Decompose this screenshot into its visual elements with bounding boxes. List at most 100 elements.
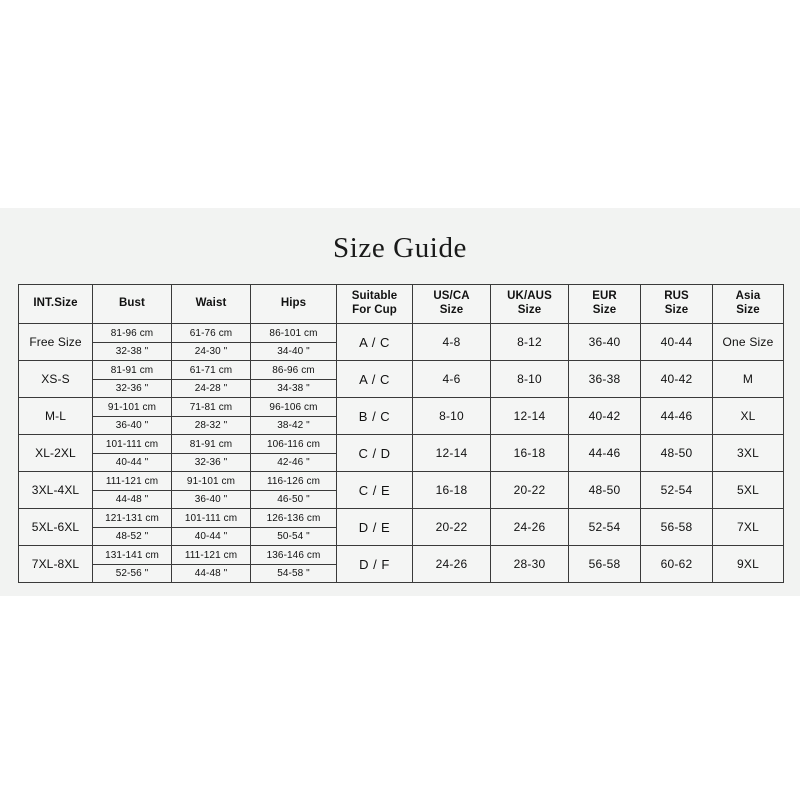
cell-usca: 12-14	[412, 434, 491, 472]
header-eur-line1: EUR	[592, 290, 617, 303]
header-usca-size: US/CA Size	[412, 284, 491, 324]
cell-rus: 56-58	[640, 508, 713, 546]
cell-asia: XL	[712, 397, 784, 435]
cell-bust-inch: 32-38 "	[115, 345, 149, 357]
cell-eur: 52-54	[568, 508, 641, 546]
cell-bust-cm: 121-131 cm	[93, 510, 171, 528]
header-eur-line2: Size	[592, 304, 617, 316]
header-rus-line2: Size	[664, 304, 689, 316]
size-guide-table: INT.Size Bust Waist Hips Suitable For Cu…	[18, 284, 784, 583]
header-bust: Bust	[92, 284, 172, 324]
cell-bust-cm: 91-101 cm	[93, 399, 171, 417]
cell-rus: 44-46	[640, 397, 713, 435]
cell-waist: 91-101 cm 36-40 "	[171, 471, 251, 509]
header-asia-line2: Size	[736, 304, 760, 316]
cell-eur: 44-46	[568, 434, 641, 472]
cell-eur: 36-40	[568, 323, 641, 361]
header-waist: Waist	[171, 284, 251, 324]
table-row: XL-2XL 101-111 cm 40-44 " 81-91 cm 32-36…	[18, 434, 784, 472]
cell-bust: 101-111 cm 40-44 "	[92, 434, 172, 472]
cell-usca: 8-10	[412, 397, 491, 435]
cell-ukaus: 12-14	[490, 397, 569, 435]
cell-asia: 5XL	[712, 471, 784, 509]
cell-ukaus: 8-10	[490, 360, 569, 398]
cell-hips: 106-116 cm 42-46 "	[250, 434, 337, 472]
cell-waist: 81-91 cm 32-36 "	[171, 434, 251, 472]
cell-bust: 81-91 cm 32-36 "	[92, 360, 172, 398]
header-asia-size: Asia Size	[712, 284, 784, 324]
cell-rus: 48-50	[640, 434, 713, 472]
cell-hips-cm: 116-126 cm	[251, 473, 336, 491]
cell-asia: 7XL	[712, 508, 784, 546]
cell-bust: 121-131 cm 48-52 "	[92, 508, 172, 546]
cell-hips-cm: 86-101 cm	[251, 325, 336, 343]
cell-ukaus: 8-12	[490, 323, 569, 361]
header-usca-line1: US/CA	[433, 290, 470, 303]
cell-asia: 9XL	[712, 545, 784, 583]
header-row: INT.Size Bust Waist Hips Suitable For Cu…	[18, 284, 784, 324]
cell-hips: 116-126 cm 46-50 "	[250, 471, 337, 509]
cell-hips: 86-96 cm 34-38 "	[250, 360, 337, 398]
cell-waist-cm: 91-101 cm	[172, 473, 250, 491]
cell-ukaus: 16-18	[490, 434, 569, 472]
table-row: M-L 91-101 cm 36-40 " 71-81 cm 28-32 " 9…	[18, 397, 784, 435]
cell-rus: 40-42	[640, 360, 713, 398]
cell-asia: 3XL	[712, 434, 784, 472]
cell-bust-cm: 81-96 cm	[93, 325, 171, 343]
cell-hips-inch: 34-38 "	[277, 382, 310, 394]
header-rus-size: RUS Size	[640, 284, 713, 324]
cell-hips-cm: 106-116 cm	[251, 436, 336, 454]
table-row: Free Size 81-96 cm 32-38 " 61-76 cm 24-3…	[18, 323, 784, 361]
table-row: 5XL-6XL 121-131 cm 48-52 " 101-111 cm 40…	[18, 508, 784, 546]
cell-cup: A / C	[336, 360, 413, 398]
cell-waist-inch: 36-40 "	[194, 493, 228, 505]
cell-waist-inch: 32-36 "	[194, 456, 228, 468]
cell-waist-inch: 40-44 "	[194, 530, 228, 542]
cell-waist-cm: 61-71 cm	[172, 362, 250, 380]
size-guide-table-container: INT.Size Bust Waist Hips Suitable For Cu…	[18, 284, 784, 583]
cell-rus: 52-54	[640, 471, 713, 509]
cell-ukaus: 28-30	[490, 545, 569, 583]
header-ukaus-line1: UK/AUS	[507, 290, 552, 303]
cell-waist-cm: 111-121 cm	[172, 547, 250, 565]
header-usca-line2: Size	[439, 304, 464, 316]
cell-usca: 20-22	[412, 508, 491, 546]
cell-waist: 71-81 cm 28-32 "	[171, 397, 251, 435]
cell-usca: 4-8	[412, 323, 491, 361]
cell-eur: 36-38	[568, 360, 641, 398]
cell-cup: D / F	[336, 545, 413, 583]
cell-int-size: 3XL-4XL	[18, 471, 93, 509]
cell-waist-inch: 24-28 "	[194, 382, 228, 394]
cell-hips: 136-146 cm 54-58 "	[250, 545, 337, 583]
cell-waist: 101-111 cm 40-44 "	[171, 508, 251, 546]
table-header: INT.Size Bust Waist Hips Suitable For Cu…	[18, 284, 784, 324]
cell-bust: 81-96 cm 32-38 "	[92, 323, 172, 361]
cell-int-size: Free Size	[18, 323, 93, 361]
header-eur-size: EUR Size	[568, 284, 641, 324]
cell-bust: 91-101 cm 36-40 "	[92, 397, 172, 435]
cell-int-size: XS-S	[18, 360, 93, 398]
cell-int-size: XL-2XL	[18, 434, 93, 472]
header-hips: Hips	[250, 284, 337, 324]
header-asia-line1: Asia	[735, 290, 761, 303]
cell-bust-cm: 111-121 cm	[93, 473, 171, 491]
cell-bust-inch: 36-40 "	[115, 419, 149, 431]
cell-bust-inch: 48-52 "	[115, 530, 149, 542]
cell-cup: C / E	[336, 471, 413, 509]
cell-bust: 131-141 cm 52-56 "	[92, 545, 172, 583]
cell-waist-cm: 101-111 cm	[172, 510, 250, 528]
cell-cup: A / C	[336, 323, 413, 361]
cell-usca: 24-26	[412, 545, 491, 583]
cell-bust-cm: 81-91 cm	[93, 362, 171, 380]
header-cup-line2: For Cup	[352, 304, 397, 316]
cell-asia: M	[712, 360, 784, 398]
cell-bust-inch: 40-44 "	[115, 456, 149, 468]
cell-int-size: 7XL-8XL	[18, 545, 93, 583]
cell-eur: 40-42	[568, 397, 641, 435]
cell-hips-inch: 54-58 "	[277, 567, 310, 579]
table-row: 3XL-4XL 111-121 cm 44-48 " 91-101 cm 36-…	[18, 471, 784, 509]
cell-bust-inch: 32-36 "	[115, 382, 149, 394]
cell-hips-inch: 38-42 "	[277, 419, 310, 431]
cell-bust: 111-121 cm 44-48 "	[92, 471, 172, 509]
